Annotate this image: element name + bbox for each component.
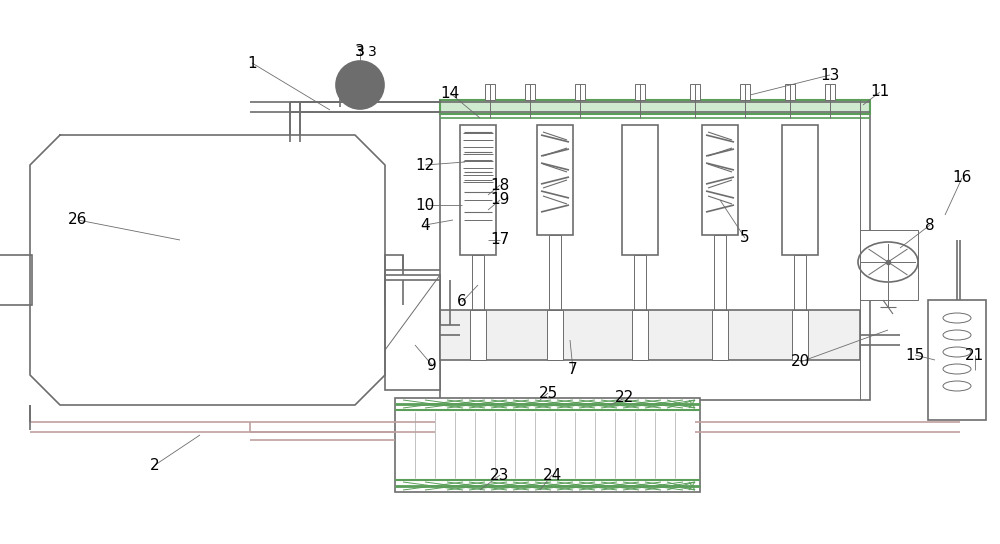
Bar bbox=[928, 300, 986, 420]
Bar bbox=[792, 310, 808, 360]
Bar bbox=[440, 310, 860, 360]
Text: 20: 20 bbox=[790, 355, 810, 369]
Bar bbox=[485, 84, 495, 100]
Text: 8: 8 bbox=[925, 218, 935, 232]
Text: 3: 3 bbox=[368, 45, 376, 59]
Text: 6: 6 bbox=[457, 294, 467, 310]
Bar bbox=[690, 84, 700, 100]
Bar bbox=[634, 255, 646, 355]
Text: 17: 17 bbox=[490, 232, 510, 248]
Bar bbox=[0, 255, 32, 305]
Text: 11: 11 bbox=[870, 84, 890, 100]
Text: 2: 2 bbox=[150, 458, 160, 473]
Bar bbox=[575, 84, 585, 100]
Bar bbox=[440, 100, 870, 114]
Text: 7: 7 bbox=[568, 362, 578, 378]
Circle shape bbox=[336, 61, 384, 109]
Text: 13: 13 bbox=[820, 67, 840, 83]
Bar bbox=[547, 310, 563, 360]
Bar bbox=[460, 125, 496, 255]
Bar bbox=[472, 255, 484, 355]
Bar bbox=[785, 84, 795, 100]
Text: 4: 4 bbox=[420, 218, 430, 232]
Text: 1: 1 bbox=[247, 55, 257, 71]
Text: 23: 23 bbox=[490, 467, 510, 483]
Bar bbox=[549, 235, 561, 355]
Bar bbox=[794, 255, 806, 355]
Bar bbox=[740, 84, 750, 100]
Bar bbox=[537, 125, 573, 235]
Text: 21: 21 bbox=[965, 348, 985, 362]
Text: 14: 14 bbox=[440, 85, 460, 101]
Text: 10: 10 bbox=[415, 197, 435, 213]
Text: 25: 25 bbox=[538, 386, 558, 400]
Text: 9: 9 bbox=[427, 357, 437, 373]
Bar bbox=[712, 310, 728, 360]
Bar bbox=[714, 235, 726, 355]
Bar bbox=[470, 310, 486, 360]
Bar bbox=[702, 125, 738, 235]
Bar bbox=[385, 255, 403, 305]
Bar bbox=[622, 125, 658, 255]
Text: 3: 3 bbox=[355, 45, 365, 59]
Text: 5: 5 bbox=[740, 231, 750, 245]
Bar bbox=[860, 230, 918, 300]
Text: 3: 3 bbox=[356, 45, 364, 59]
Bar bbox=[385, 275, 440, 390]
Text: 18: 18 bbox=[490, 177, 510, 193]
Bar bbox=[440, 100, 870, 400]
Text: 26: 26 bbox=[68, 213, 88, 227]
Text: 24: 24 bbox=[542, 467, 562, 483]
Text: 19: 19 bbox=[490, 193, 510, 207]
Text: 22: 22 bbox=[615, 391, 635, 405]
Text: 15: 15 bbox=[905, 348, 925, 362]
Text: 12: 12 bbox=[415, 158, 435, 172]
Text: 16: 16 bbox=[952, 170, 972, 186]
Bar bbox=[395, 398, 700, 492]
Bar bbox=[632, 310, 648, 360]
Bar bbox=[525, 84, 535, 100]
Bar bbox=[782, 125, 818, 255]
Bar bbox=[825, 84, 835, 100]
Bar bbox=[635, 84, 645, 100]
